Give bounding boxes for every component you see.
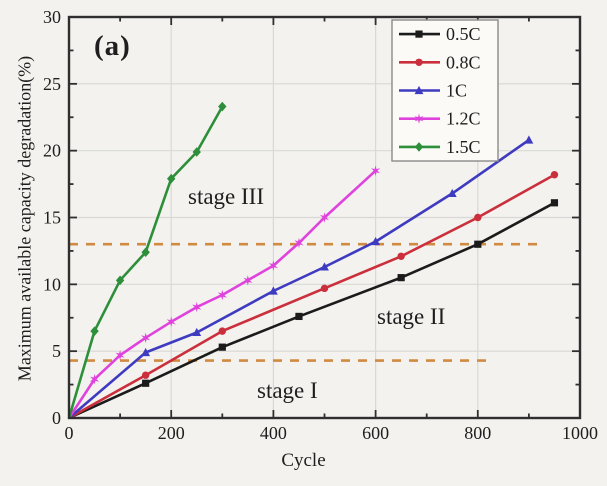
marker-circle xyxy=(550,171,559,179)
series-line-0.5C xyxy=(68,201,556,420)
marker-star xyxy=(294,237,304,249)
y-tick-label: 20 xyxy=(43,141,61,161)
marker-diamond xyxy=(167,173,176,184)
y-tick-label: 5 xyxy=(52,341,61,361)
marker-diamond xyxy=(90,326,99,336)
marker-circle xyxy=(397,252,405,260)
marker-circle xyxy=(320,284,329,293)
marker-star xyxy=(371,165,381,176)
marker-triangle xyxy=(192,327,202,337)
series-line-1.2C xyxy=(67,169,377,419)
x-tick-label: 0 xyxy=(65,423,74,443)
marker-diamond xyxy=(192,147,201,157)
x-tick-label: 600 xyxy=(362,423,389,443)
marker-triangle xyxy=(414,85,424,95)
y-tick-label: 10 xyxy=(43,274,61,294)
marker-square xyxy=(295,312,303,321)
x-tick-label: 1000 xyxy=(562,423,598,443)
y-tick-label: 0 xyxy=(52,408,61,428)
legend-label-0.8C: 0.8C xyxy=(446,52,481,72)
marker-star xyxy=(115,350,125,361)
marker-circle xyxy=(474,213,482,222)
marker-triangle xyxy=(371,236,380,246)
marker-triangle xyxy=(141,347,151,357)
marker-square xyxy=(474,240,482,248)
legend-label-1.2C: 1.2C xyxy=(446,109,481,129)
legend-label-1.5C: 1.5C xyxy=(446,137,481,157)
legend-label-1C: 1C xyxy=(446,81,467,101)
legend-label-0.5C: 0.5C xyxy=(446,24,481,44)
marker-square xyxy=(218,343,226,351)
marker-triangle xyxy=(447,188,457,198)
marker-star xyxy=(243,275,253,286)
marker-star xyxy=(166,316,176,327)
y-tick-label: 15 xyxy=(43,208,61,228)
marker-diamond xyxy=(414,142,424,152)
marker-circle xyxy=(218,327,226,335)
marker-star xyxy=(217,289,227,301)
marker-star xyxy=(320,212,329,223)
marker-diamond xyxy=(115,275,125,286)
marker-star xyxy=(192,301,202,313)
x-tick-label: 800 xyxy=(464,423,491,443)
marker-star xyxy=(90,374,100,385)
y-tick-label: 25 xyxy=(43,74,61,94)
marker-circle xyxy=(141,371,150,379)
x-tick-label: 400 xyxy=(260,423,287,443)
marker-diamond xyxy=(218,101,227,112)
marker-triangle xyxy=(269,286,278,295)
marker-star xyxy=(141,332,151,343)
marker-square xyxy=(142,379,150,387)
y-tick-label: 30 xyxy=(43,7,61,27)
marker-star xyxy=(414,113,424,124)
marker-diamond xyxy=(141,247,150,258)
series-line-0.8C xyxy=(68,173,556,420)
series-line-1C xyxy=(68,138,530,419)
marker-circle xyxy=(415,58,423,66)
marker-star xyxy=(268,260,278,271)
marker-square xyxy=(550,199,559,207)
marker-square xyxy=(415,30,423,38)
marker-square xyxy=(397,274,405,282)
marker-triangle xyxy=(524,135,534,144)
marker-triangle xyxy=(320,262,329,271)
x-tick-label: 200 xyxy=(158,423,185,443)
